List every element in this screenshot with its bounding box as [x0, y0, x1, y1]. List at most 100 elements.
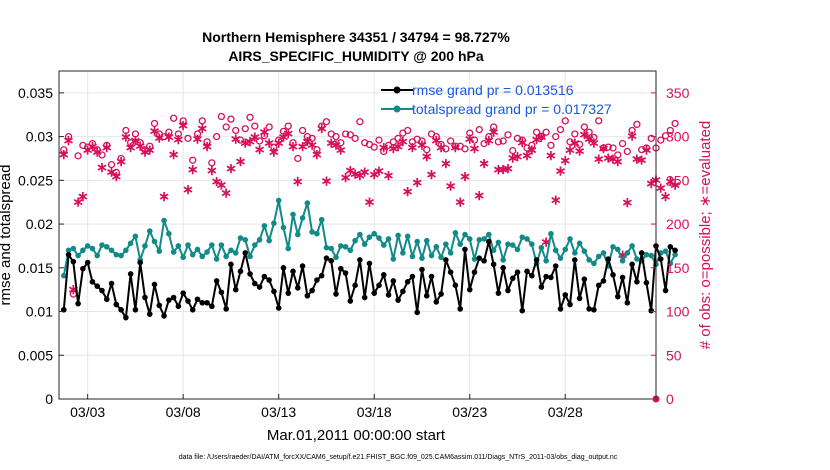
obs-evaluated-marker: ∗: [483, 132, 495, 148]
obs-possible-marker: [189, 156, 197, 164]
obs-evaluated-marker: ∗: [263, 135, 275, 151]
obs-evaluated-marker: ∗: [63, 132, 75, 148]
series-layer: [60, 197, 678, 321]
x-axis-label: Mar.01,2011 00:00:00 start: [267, 427, 446, 444]
x-tick-label: 03/28: [548, 404, 583, 420]
obs-evaluated-marker: ∗: [335, 142, 347, 158]
series-point-spread: [591, 260, 597, 267]
series-point-spread: [84, 243, 91, 249]
series-point-spread: [672, 251, 678, 258]
series-point-spread: [185, 242, 191, 248]
series-point-rmse: [113, 301, 120, 308]
obs-possible-marker: [284, 122, 292, 130]
series-point-rmse: [266, 277, 272, 283]
obs-evaluated-marker: ∗: [368, 166, 380, 182]
x-tick-label: 03/13: [261, 404, 296, 420]
series-point-spread: [614, 246, 621, 253]
series-point-spread: [557, 255, 564, 261]
obs-evaluated-marker: ∗: [378, 139, 390, 155]
obs-evaluated-marker: ∗: [163, 129, 175, 145]
obs-evaluated-marker: ∗: [516, 134, 528, 150]
obs-evaluated-marker: ∗: [282, 125, 294, 141]
obs-possible-marker: [375, 136, 383, 144]
series-point-rmse: [380, 271, 387, 278]
series-point-spread: [352, 237, 358, 244]
obs-possible-marker: [341, 130, 350, 138]
series-point-spread: [361, 241, 368, 247]
series-point-rmse: [366, 260, 373, 267]
series-point-spread: [304, 200, 311, 206]
obs-possible-marker: [566, 138, 574, 146]
series-point-rmse: [333, 291, 339, 297]
obs-evaluated-marker: ∗: [536, 129, 548, 145]
series-point-spread: [99, 242, 105, 248]
obs-possible-marker: [671, 119, 679, 128]
series-point-spread: [314, 230, 320, 237]
series-point-rmse: [524, 268, 530, 275]
obs-possible-marker: [442, 145, 450, 153]
obs-evaluated-marker: ∗: [660, 188, 672, 204]
obs-possible-marker: [466, 129, 474, 137]
y-axis-left-label: rmse and totalspread: [0, 165, 14, 306]
obs-possible-marker: [265, 123, 273, 131]
series-point-rmse: [572, 257, 578, 263]
plot-area: ∗∗∗∗∗∗∗∗∗∗∗∗∗∗∗∗∗∗∗∗∗∗∗∗∗∗∗∗∗∗∗∗∗∗∗∗∗∗∗∗…: [18, 70, 690, 420]
series-point-rmse: [180, 290, 186, 296]
series-point-rmse: [199, 299, 206, 306]
series-point-spread: [333, 254, 339, 261]
series-point-spread: [443, 241, 449, 247]
obs-evaluated-marker: ∗: [569, 135, 581, 151]
series-point-rmse: [595, 282, 602, 289]
obs-possible-marker: [93, 146, 101, 154]
obs-evaluated-marker: ∗: [416, 136, 428, 152]
obs-evaluated-marker: ∗: [450, 139, 462, 155]
series-point-rmse: [600, 278, 607, 284]
obs-evaluated-marker: ∗: [91, 143, 103, 159]
series-point-spread: [337, 243, 344, 249]
series-point-rmse: [605, 256, 612, 262]
series-point-rmse: [624, 299, 631, 306]
series-point-spread: [175, 243, 182, 249]
obs-evaluated-marker: ∗: [531, 131, 543, 147]
series-point-spread: [290, 211, 296, 218]
series-point-rmse: [452, 282, 459, 289]
series-point-spread: [218, 242, 225, 248]
obs-evaluated-marker: ∗: [402, 183, 414, 199]
series-point-spread: [481, 236, 487, 242]
obs-evaluated-marker: ∗: [593, 150, 605, 166]
obs-possible-marker: [117, 154, 125, 163]
obs-evaluated-marker: ∗: [130, 132, 142, 148]
obs-possible-marker: [322, 118, 331, 126]
series-point-rmse: [552, 263, 559, 269]
obs-evaluated-marker: ∗: [120, 129, 132, 145]
series-point-rmse: [189, 306, 196, 313]
series-point-spread: [519, 234, 526, 240]
plot-frame: [58, 70, 657, 400]
series-point-spread: [385, 236, 392, 242]
series-point-rmse: [505, 287, 511, 294]
series-point-rmse: [486, 238, 492, 245]
obs-possible-marker: [337, 139, 345, 147]
obs-possible-marker: [332, 132, 340, 141]
series-point-rmse: [247, 271, 253, 277]
obs-possible-marker: [585, 128, 593, 136]
series-point-rmse: [457, 306, 463, 312]
series-point-rmse: [75, 300, 81, 307]
obs-evaluated-marker: ∗: [669, 177, 681, 193]
obs-evaluated-marker: ∗: [301, 133, 313, 149]
series-point-rmse: [80, 265, 86, 272]
series-point-rmse: [252, 280, 258, 287]
obs-evaluated-marker: ∗: [664, 173, 676, 189]
series-point-rmse: [414, 309, 421, 316]
series-point-spread: [280, 224, 287, 231]
series-point-spread: [132, 233, 139, 240]
series-point-rmse: [533, 257, 540, 263]
obs-possible-marker: [88, 139, 97, 148]
obs-possible-marker: [203, 138, 211, 146]
series-point-spread: [123, 247, 129, 254]
y-left-tick-label: 0.03: [26, 129, 53, 145]
obs-evaluated-marker: ∗: [617, 247, 629, 263]
series-point-rmse: [146, 311, 153, 317]
obs-possible-marker: [389, 138, 397, 146]
series-point-rmse: [634, 278, 640, 285]
